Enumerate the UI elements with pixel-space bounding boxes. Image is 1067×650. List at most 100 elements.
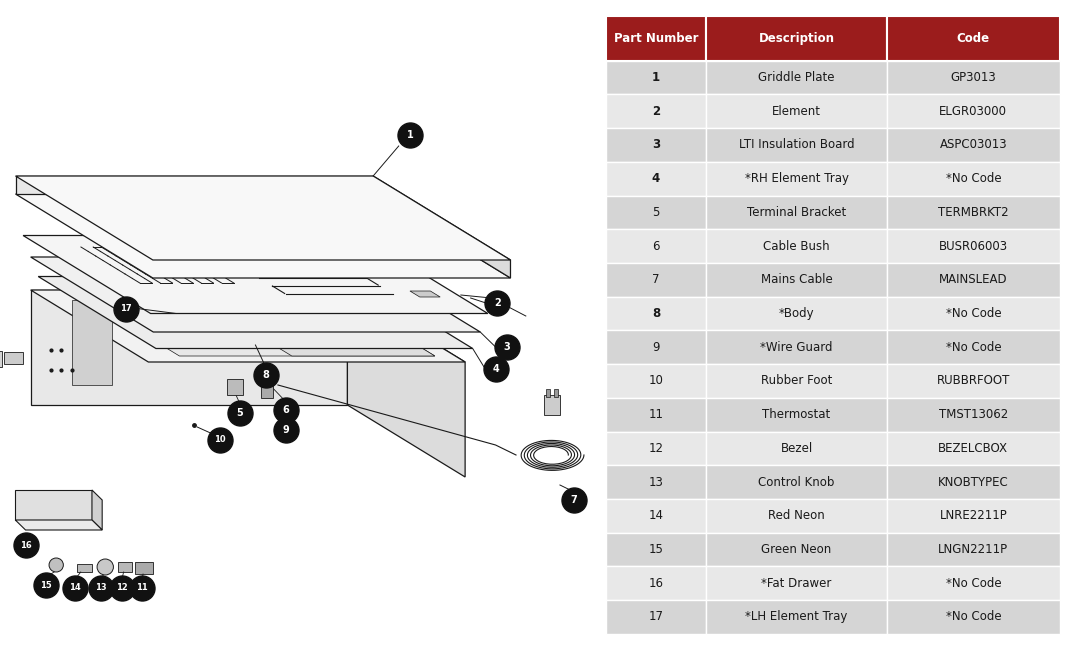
Text: RUBBRFOOT: RUBBRFOOT (937, 374, 1010, 387)
Bar (606, 566, 706, 600)
Bar (706, 600, 887, 634)
Text: *LH Element Tray: *LH Element Tray (746, 610, 847, 623)
Text: *No Code: *No Code (945, 577, 1001, 590)
Bar (260, 384, 273, 398)
Polygon shape (16, 176, 510, 260)
Polygon shape (16, 194, 510, 278)
Text: 10: 10 (213, 436, 225, 445)
Text: Griddle Plate: Griddle Plate (759, 71, 834, 84)
Text: 5: 5 (237, 408, 243, 418)
Text: Terminal Bracket: Terminal Bracket (747, 206, 846, 219)
Text: ASPC03013: ASPC03013 (940, 138, 1007, 151)
Circle shape (97, 559, 113, 575)
Text: 3: 3 (652, 138, 660, 151)
Bar (706, 465, 887, 499)
Text: *No Code: *No Code (945, 172, 1001, 185)
Bar (706, 60, 887, 94)
Polygon shape (194, 296, 435, 356)
Bar (706, 229, 887, 263)
Text: 4: 4 (493, 363, 499, 374)
Text: BEZELCBOX: BEZELCBOX (938, 442, 1008, 455)
Bar (887, 566, 1060, 600)
Text: 10: 10 (649, 374, 664, 387)
Bar (227, 379, 243, 395)
Text: *Fat Drawer: *Fat Drawer (762, 577, 831, 590)
Bar (887, 16, 1060, 60)
Bar (606, 600, 706, 634)
Text: 15: 15 (649, 543, 664, 556)
Text: 1: 1 (407, 130, 413, 140)
Text: 12: 12 (649, 442, 664, 455)
Text: Mains Cable: Mains Cable (761, 273, 832, 286)
Text: 7: 7 (652, 273, 659, 286)
Text: *Body: *Body (779, 307, 814, 320)
Bar (606, 532, 706, 566)
Text: 6: 6 (652, 240, 659, 253)
Polygon shape (31, 257, 480, 332)
Polygon shape (71, 300, 112, 385)
Text: 2: 2 (494, 298, 500, 308)
Circle shape (49, 558, 63, 572)
Text: 14: 14 (68, 584, 80, 593)
Bar (706, 162, 887, 196)
Bar (887, 128, 1060, 162)
Bar (706, 364, 887, 398)
Text: 6: 6 (283, 405, 289, 415)
Bar (606, 465, 706, 499)
Bar (706, 128, 887, 162)
Polygon shape (373, 176, 510, 278)
Text: ELGR03000: ELGR03000 (939, 105, 1007, 118)
Text: 9: 9 (652, 341, 659, 354)
Text: Bezel: Bezel (780, 442, 813, 455)
Bar (4, 352, 22, 364)
Bar (606, 16, 706, 60)
Text: GP3013: GP3013 (951, 71, 997, 84)
Bar (606, 296, 706, 330)
Text: Code: Code (957, 32, 990, 45)
Text: 17: 17 (121, 304, 132, 313)
Polygon shape (31, 290, 465, 362)
Bar (887, 162, 1060, 196)
Polygon shape (38, 276, 473, 348)
Bar (887, 398, 1060, 432)
Text: Thermostat: Thermostat (763, 408, 830, 421)
Bar (706, 330, 887, 364)
Bar (706, 296, 887, 330)
Bar (887, 465, 1060, 499)
Bar (0, 351, 2, 367)
Bar (606, 60, 706, 94)
Bar (543, 395, 560, 415)
Text: KNOBTYPEC: KNOBTYPEC (938, 476, 1008, 489)
Text: 8: 8 (652, 307, 660, 320)
Bar (706, 398, 887, 432)
Bar (134, 562, 154, 574)
Text: Description: Description (759, 32, 834, 45)
Bar (887, 296, 1060, 330)
Text: Green Neon: Green Neon (762, 543, 831, 556)
Text: LNRE2211P: LNRE2211P (940, 509, 1007, 522)
Text: Part Number: Part Number (614, 32, 698, 45)
Bar (706, 499, 887, 532)
Text: *No Code: *No Code (945, 341, 1001, 354)
Bar (706, 532, 887, 566)
Text: Control Knob: Control Knob (759, 476, 834, 489)
Bar (887, 432, 1060, 465)
Text: 11: 11 (137, 584, 148, 593)
Text: 4: 4 (652, 172, 660, 185)
Text: LTI Insulation Board: LTI Insulation Board (738, 138, 855, 151)
Text: 7: 7 (571, 495, 577, 505)
Text: TERMBRKT2: TERMBRKT2 (938, 206, 1008, 219)
Bar (887, 263, 1060, 296)
Polygon shape (81, 296, 435, 356)
Bar (606, 128, 706, 162)
Polygon shape (410, 291, 441, 297)
Polygon shape (31, 290, 348, 405)
Polygon shape (92, 490, 102, 530)
Bar (77, 564, 92, 572)
Bar (554, 389, 558, 397)
Bar (117, 562, 132, 572)
Bar (887, 364, 1060, 398)
Text: *No Code: *No Code (945, 610, 1001, 623)
Bar (887, 60, 1060, 94)
Text: 1: 1 (652, 71, 660, 84)
